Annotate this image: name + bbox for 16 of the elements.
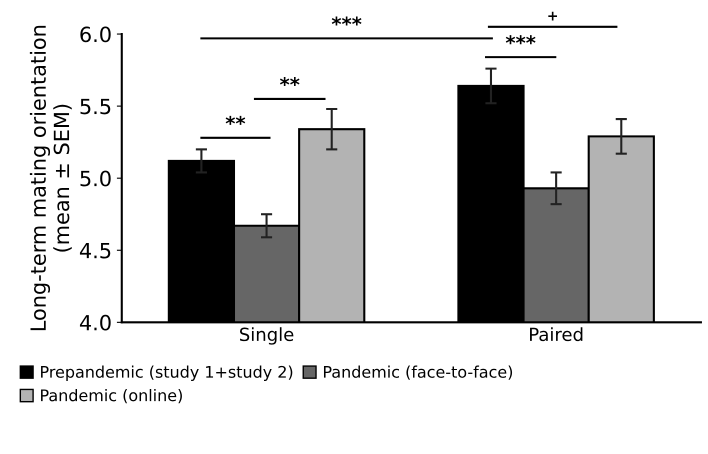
legend-label: Pandemic (online) [41, 388, 182, 404]
y-axis-title: Long-term mating orientation (mean ± SEM) [30, 26, 72, 330]
legend-label: Pandemic (face-to-face) [324, 366, 512, 380]
text: *** [332, 16, 362, 26]
y-tick-label: 4.0 [80, 314, 111, 331]
annotation: ** [280, 76, 300, 86]
x-tick-label: Single [240, 327, 294, 345]
x-tick-label: Paired [530, 327, 582, 342]
y-tick-label: 4.5 [80, 242, 110, 258]
y-tick-label: 6.0 [80, 26, 111, 42]
text: + [548, 12, 558, 20]
annotation: ** [226, 116, 246, 125]
annotation: *** [506, 35, 536, 44]
y-tick-label: 5.5 [80, 98, 110, 114]
legend-label: Prepandemic (study 1+study 2) [41, 366, 292, 381]
y-tick-label: 5.0 [80, 170, 111, 186]
